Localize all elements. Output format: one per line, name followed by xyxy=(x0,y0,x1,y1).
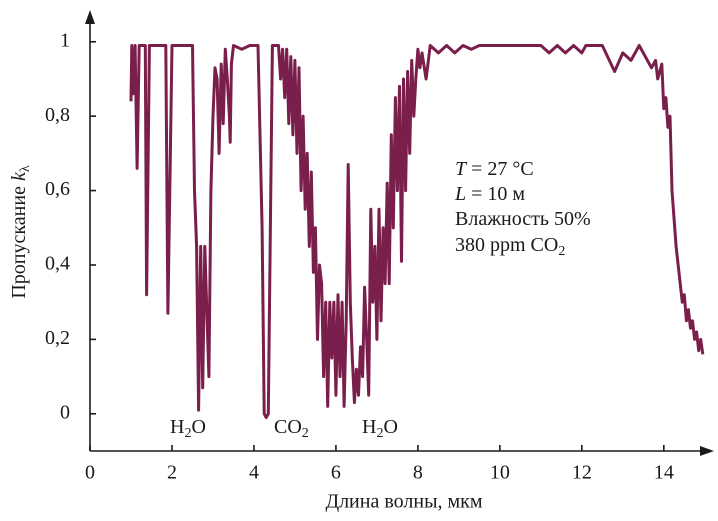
annotation-part: 2 xyxy=(558,244,565,259)
y-tick-label: 0,8 xyxy=(45,104,70,126)
y-axis-label-part: k xyxy=(8,171,30,181)
transmission-line xyxy=(129,44,705,419)
annotation-part: Влажность 50% xyxy=(455,208,591,230)
annotation-part: 380 ppm CO xyxy=(455,234,558,256)
x-tick-label: 0 xyxy=(85,462,95,484)
x-tick-label: 8 xyxy=(413,462,423,484)
annotation-part: L xyxy=(454,183,466,205)
y-tick-label: 1 xyxy=(60,29,70,51)
x-tick-label: 6 xyxy=(331,462,341,484)
x-axis-label: Длина волны, мкм xyxy=(325,491,482,513)
annotation-part: T xyxy=(455,158,468,180)
annotation: H2O xyxy=(170,416,206,442)
annotation-part: O xyxy=(191,416,205,438)
y-axis-arrow xyxy=(85,10,95,24)
y-axis-label-part: Пропускание xyxy=(8,181,30,299)
annotation: T = 27 °C xyxy=(455,158,534,180)
annotation: H2O xyxy=(362,416,398,442)
annotation: CO2 xyxy=(274,416,309,442)
x-axis-arrow xyxy=(700,446,714,456)
annotation: Влажность 50% xyxy=(455,208,591,230)
x-tick-label: 12 xyxy=(572,462,592,484)
annotation: L = 10 м xyxy=(454,183,525,205)
y-tick-label: 0,4 xyxy=(45,253,70,275)
annotation-part: 2 xyxy=(184,426,191,441)
x-tick-label: 2 xyxy=(167,462,177,484)
y-axis-label: Пропускание kλ xyxy=(8,165,34,299)
annotation-part: O xyxy=(383,416,397,438)
annotation-part: CO xyxy=(274,416,302,438)
x-tick-label: 4 xyxy=(249,462,259,484)
y-tick-label: 0 xyxy=(60,401,70,423)
y-tick-label: 0,6 xyxy=(45,178,70,200)
annotation-part: = 10 м xyxy=(466,183,525,205)
annotation-part: = 27 °C xyxy=(466,158,534,180)
y-tick-label: 0,2 xyxy=(45,327,70,349)
annotation-part: 2 xyxy=(302,426,309,441)
x-tick-label: 14 xyxy=(654,462,674,484)
annotation-part: 2 xyxy=(376,426,383,441)
y-axis-label-part: λ xyxy=(18,165,33,172)
annotation-part: H xyxy=(362,416,376,438)
annotation: 380 ppm CO2 xyxy=(455,234,565,260)
x-tick-label: 10 xyxy=(490,462,510,484)
annotation-part: H xyxy=(170,416,184,438)
